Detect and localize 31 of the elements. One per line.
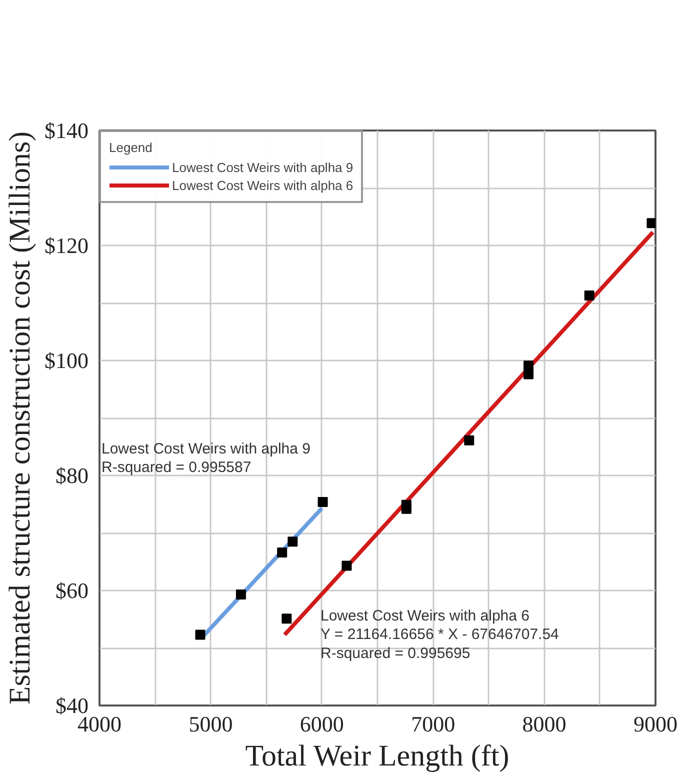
annotation: Lowest Cost Weirs with aplha 9 R-squared = 0.995587 [102, 440, 310, 476]
y-tick-label: $120 [44, 233, 88, 258]
y-tick-label: $100 [44, 348, 88, 373]
point [524, 360, 534, 371]
x-tick-label: 5000 [188, 712, 233, 736]
point [318, 496, 328, 507]
y-tick-label: $80 [56, 463, 88, 488]
annotation: Lowest Cost Weirs with alpha 6 Y = 21164.16656 * X - 67646707.54 R-squared = 0.995695 [320, 608, 559, 662]
y-tick-label: $140 [44, 118, 88, 143]
point [236, 590, 246, 600]
point [524, 369, 534, 380]
y-tick-label: $40 [56, 693, 88, 718]
x-tick-label: 9000 [634, 712, 678, 736]
legend-title: Legend [109, 140, 154, 155]
x-tick-label: 8000 [522, 712, 566, 736]
point [401, 504, 412, 514]
point [646, 218, 656, 228]
point [584, 290, 594, 301]
point [277, 548, 288, 558]
point [342, 560, 352, 571]
point [288, 536, 298, 547]
x-tick-label: 7000 [411, 712, 456, 736]
x-axis-title: Total Weir Length (ft) [245, 740, 510, 772]
x-tick-label: 6000 [300, 712, 344, 736]
legend-label: Lowest Cost Weirs with aplha 9 [172, 160, 354, 174]
y-tick-label: $60 [56, 578, 88, 603]
point [195, 630, 206, 640]
point [464, 435, 474, 446]
point [282, 614, 292, 624]
legend-label: Lowest Cost Weirs with alpha 6 [172, 178, 354, 192]
y-axis-title: Estimated structure construction cost (Millions) [4, 131, 36, 705]
